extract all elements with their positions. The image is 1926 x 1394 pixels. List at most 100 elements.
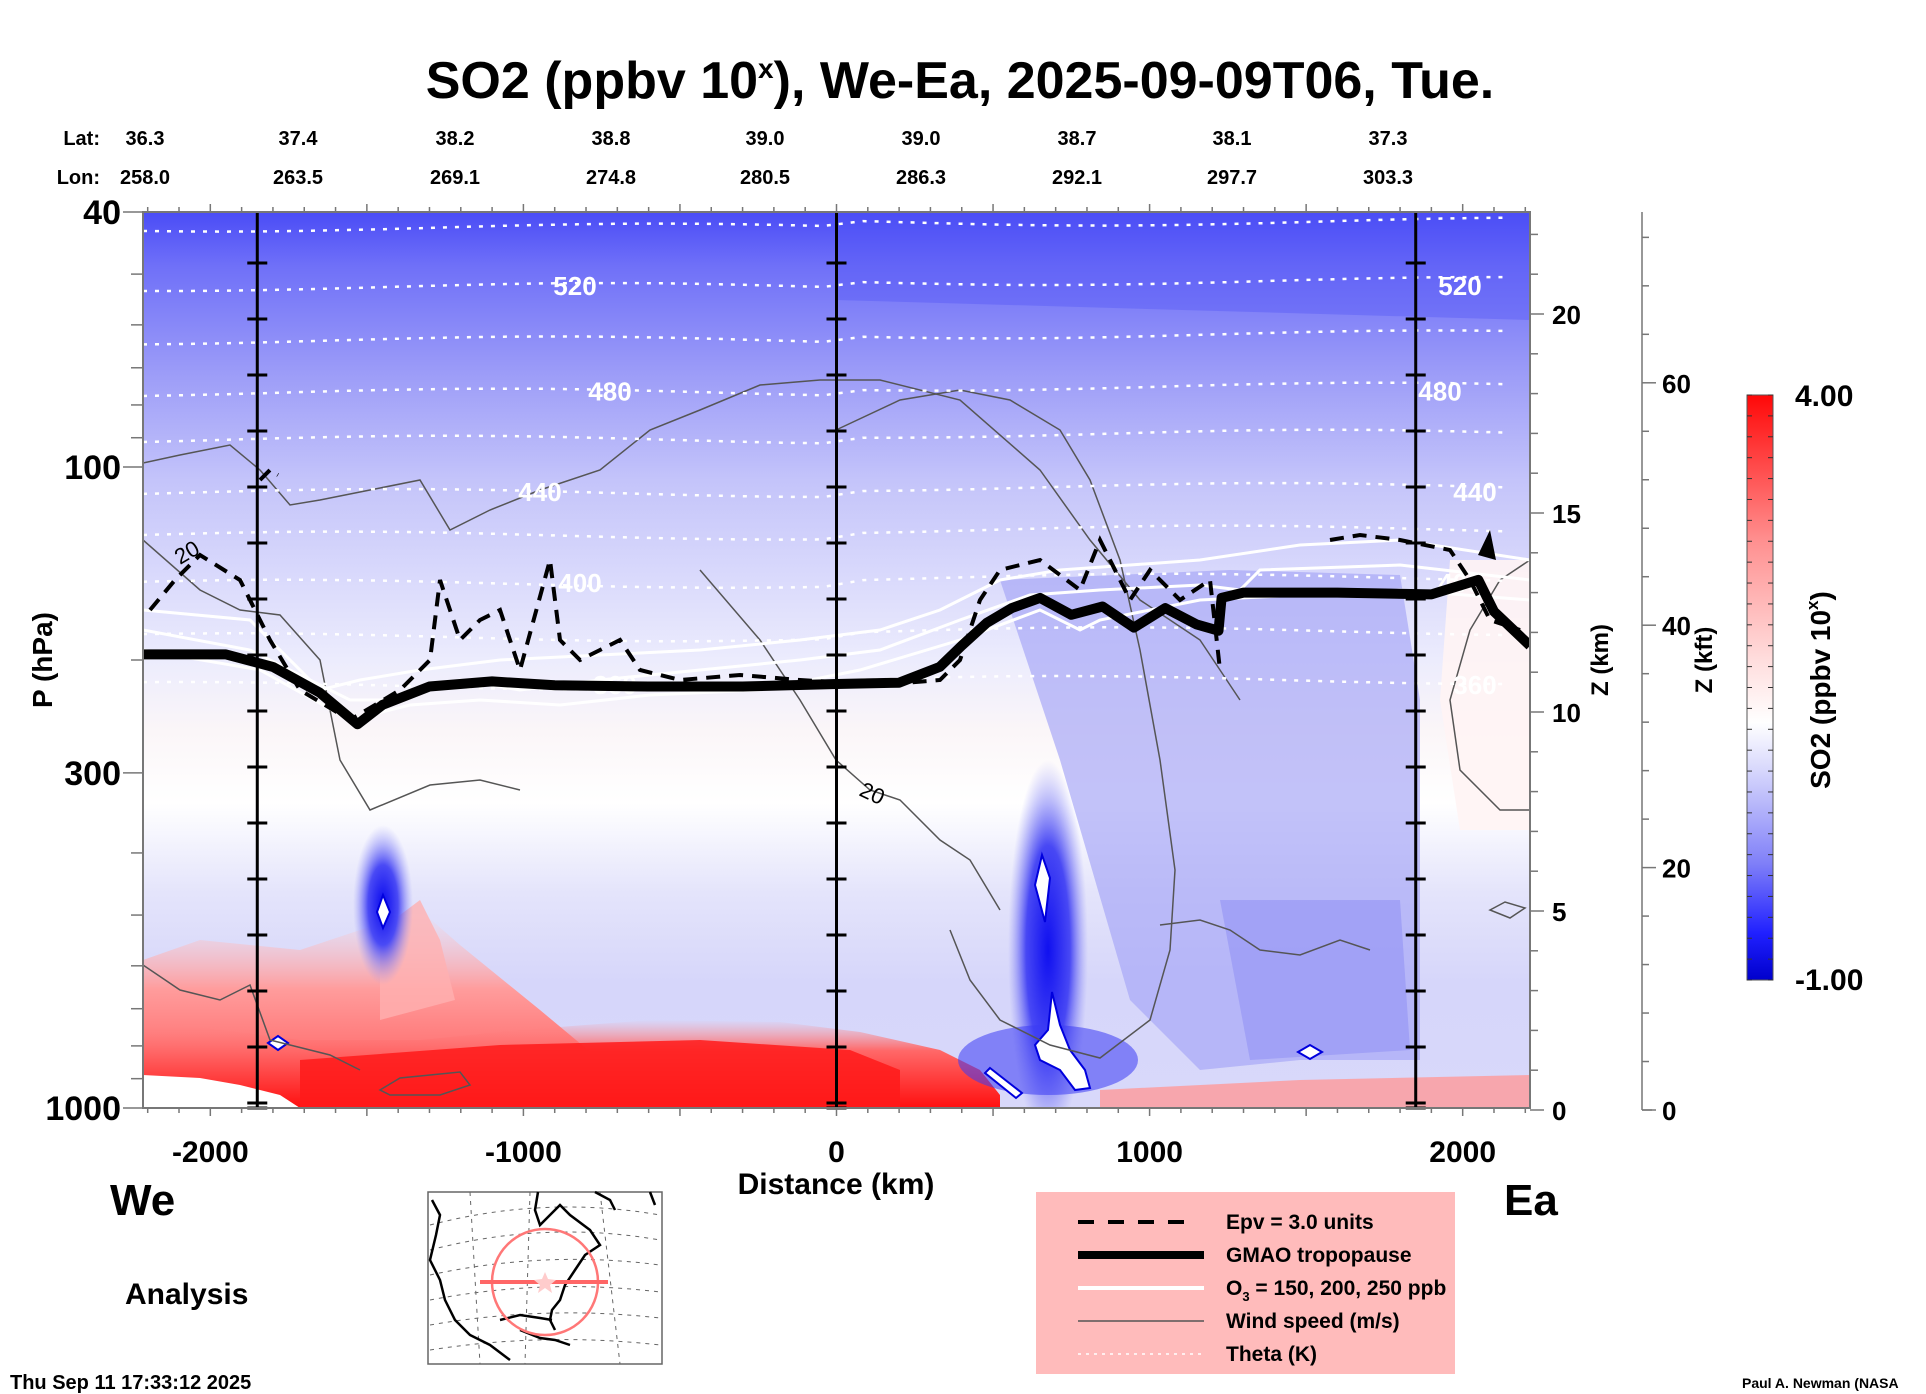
lon-value: 303.3: [1363, 167, 1413, 189]
so2-below-ground-west: [143, 1075, 300, 1108]
legend-label-theta: Theta (K): [1226, 1343, 1317, 1366]
legend-label-wind: Wind speed (m/s): [1226, 1310, 1400, 1333]
colorbar-max-label: 4.00: [1795, 380, 1853, 413]
lon-label: Lon:: [57, 167, 100, 189]
east-label: Ea: [1504, 1176, 1558, 1225]
y2-tick-label: 20: [1552, 300, 1581, 330]
y3-axis-label: Z (kft): [1691, 627, 1718, 694]
so2-out-of-range-east-low: [1296, 1043, 1324, 1061]
so2-plume-center: [1008, 760, 1088, 1108]
y2-tick-label: 5: [1552, 897, 1566, 927]
epv-contour-east: [1329, 532, 1521, 632]
ozone-contour-150: [143, 538, 1530, 692]
y2-axis-label: Z (km): [1587, 624, 1614, 696]
chart-title: SO2 (ppbv 10x), We-Ea, 2025-09-09T06, Tu…: [426, 52, 1495, 110]
y-tick-label: 40: [83, 194, 121, 232]
x-tick-label: 1000: [1116, 1136, 1183, 1169]
lon-value: 258.0: [120, 167, 170, 189]
lat-value: 39.0: [902, 128, 941, 150]
timestamp: Thu Sep 11 17:33:12 2025: [10, 1372, 251, 1394]
lat-label: Lat:: [63, 128, 100, 150]
y3-tick-label: 0: [1662, 1096, 1676, 1126]
west-label: We: [110, 1176, 175, 1225]
x-tick-label: 2000: [1429, 1136, 1496, 1169]
theta-label-east: 440: [1453, 477, 1496, 507]
lon-value: 263.5: [273, 167, 323, 189]
legend-label-ozone: O3 = 150, 200, 250 ppb: [1226, 1277, 1446, 1304]
x-axis-label: Distance (km): [738, 1168, 935, 1201]
so2-out-of-range-west: [375, 892, 392, 931]
lon-value: 292.1: [1052, 167, 1102, 189]
colorbar-title: SO2 (ppbv 10x): [1803, 591, 1836, 789]
y-axis-label: P (hPa): [27, 612, 58, 708]
section-markers: [247, 212, 1426, 1110]
legend-box: [1036, 1192, 1455, 1374]
legend-label-epv: Epv = 3.0 units: [1226, 1211, 1374, 1234]
lat-value: 39.0: [746, 128, 785, 150]
wind-contour-diagonal: [699, 569, 1001, 911]
y-axis-pressure: 40 100 300 1000: [45, 194, 143, 1128]
so2-surface-east: [1100, 1075, 1530, 1108]
title-superscript: x: [758, 53, 774, 84]
lat-value: 37.3: [1369, 128, 1408, 150]
colorbar-ticks: [1747, 394, 1773, 981]
y2-tick-label: 0: [1552, 1096, 1566, 1126]
epv-contours: [148, 467, 1521, 723]
so2-out-of-range-center-upper: [1033, 851, 1052, 923]
theta-label-east: 520: [1438, 271, 1481, 301]
y3-tick-label: 60: [1662, 369, 1691, 399]
legend-label-tropopause: GMAO tropopause: [1226, 1244, 1412, 1267]
lat-value: 38.1: [1213, 128, 1252, 150]
legend-ozone-rest: = 150, 200, 250 ppb: [1250, 1277, 1447, 1300]
colorbar: 4.00 -1.00 SO2 (ppbv 10x): [1746, 380, 1863, 997]
y3-tick-label: 20: [1662, 854, 1691, 884]
theta-label: 400: [558, 568, 601, 598]
y-tick-label: 300: [64, 755, 121, 793]
run-type-label: Analysis: [125, 1278, 248, 1311]
y2-tick-label: 10: [1552, 698, 1581, 728]
y-tick-label: 1000: [45, 1090, 121, 1128]
x-axis: -2000 -1000 0 1000 2000: [146, 204, 1527, 1169]
lat-value: 37.4: [279, 128, 319, 150]
so2-out-of-range-center-bar: [983, 1066, 1024, 1100]
inset-map-graticule: [429, 1191, 661, 1365]
colorbar-title-sup: x: [1803, 600, 1822, 610]
theta-label: 440: [518, 477, 561, 507]
theta-label: 480: [588, 377, 631, 407]
inset-map-center-star-icon: [534, 1272, 556, 1293]
theta-label: 520: [553, 271, 596, 301]
wind-contour-surface-west: [378, 1071, 472, 1096]
gmao-tropopause-line: [143, 574, 1530, 730]
y-tick-label: 100: [64, 449, 121, 487]
x-tick-label: -2000: [172, 1136, 249, 1169]
epv-contour-small: [258, 467, 280, 482]
lon-value: 280.5: [740, 167, 790, 189]
so2-upper-east-band: [836, 212, 1530, 320]
inset-map-coastlines: [428, 1190, 657, 1361]
credit: Paul A. Newman (NASA: [1742, 1375, 1899, 1391]
x-tick-label: -1000: [485, 1136, 562, 1169]
lon-value: 274.8: [586, 167, 636, 189]
lat-value: 38.2: [436, 128, 475, 150]
wind-contour-upper: [143, 379, 1241, 701]
so2-lower-east-region: [1220, 900, 1410, 1060]
lon-value: 269.1: [430, 167, 480, 189]
colorbar-title-close: ): [1805, 591, 1836, 600]
y-axis-km: 0 5 10 15 20: [1530, 233, 1581, 1126]
inset-map: [427, 1190, 663, 1365]
legend: Epv = 3.0 units GMAO tropopause O3 = 150…: [1036, 1192, 1455, 1374]
so2-out-of-range-west-low: [266, 1034, 290, 1052]
y2-tick-label: 15: [1552, 499, 1581, 529]
theta-label-east: 480: [1418, 377, 1461, 407]
colorbar-title-main: SO2 (ppbv 10: [1805, 610, 1836, 789]
lat-value: 38.7: [1058, 128, 1097, 150]
epv-contour-main: [148, 535, 1222, 723]
theta-label-east: 360: [1453, 670, 1496, 700]
title-rest: ), We-Ea, 2025-09-09T06, Tue.: [774, 52, 1495, 110]
lat-value: 36.3: [126, 128, 165, 150]
x-tick-label: 0: [828, 1136, 845, 1169]
lat-value: 38.8: [592, 128, 631, 150]
tropopause-fold-marker: [1478, 530, 1496, 560]
title-main: SO2 (ppbv 10: [426, 52, 758, 110]
